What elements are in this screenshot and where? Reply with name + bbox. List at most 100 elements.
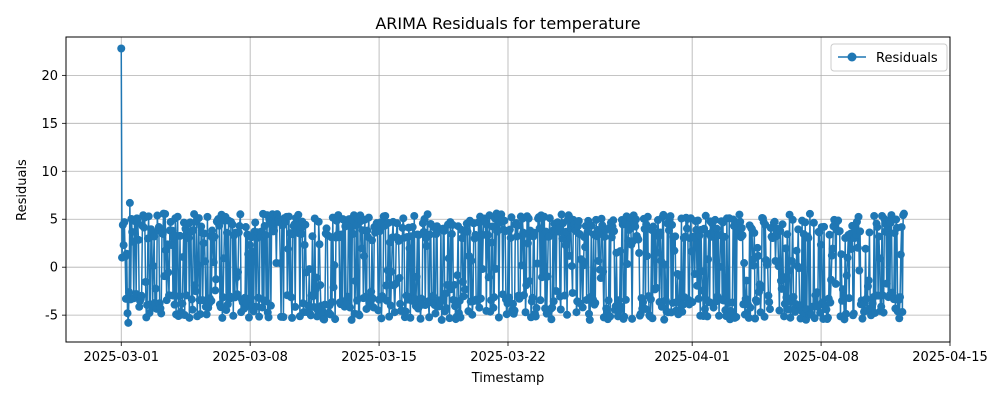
data-point — [668, 221, 676, 229]
y-tick-label: 0 — [50, 261, 58, 276]
data-point — [561, 292, 569, 300]
data-point — [120, 218, 128, 226]
data-point — [195, 214, 203, 222]
data-point — [557, 306, 565, 314]
data-point — [185, 314, 193, 322]
data-point — [229, 312, 237, 320]
data-point — [175, 292, 183, 300]
data-point — [844, 254, 852, 262]
data-point — [396, 300, 404, 308]
x-axis: 2025-03-01 2025-03-08 2025-03-15 2025-03-22… — [83, 342, 987, 365]
data-point — [761, 313, 769, 321]
data-point — [164, 268, 172, 276]
data-point — [267, 302, 275, 310]
data-point — [450, 281, 458, 289]
data-point — [301, 221, 309, 229]
data-point — [801, 218, 809, 226]
data-point — [152, 285, 160, 293]
data-point — [779, 273, 787, 281]
data-point — [387, 302, 395, 310]
data-point — [678, 308, 686, 316]
data-point — [438, 316, 446, 324]
data-point — [828, 252, 836, 260]
data-point — [632, 215, 640, 223]
y-tick-label: 10 — [41, 165, 58, 180]
data-point — [149, 262, 157, 270]
data-point — [431, 309, 439, 317]
data-point — [778, 285, 786, 293]
data-point — [628, 315, 636, 323]
data-point — [464, 228, 472, 236]
data-point — [308, 232, 316, 240]
data-point — [634, 236, 642, 244]
data-point — [126, 199, 134, 207]
data-point — [716, 263, 724, 271]
data-point — [382, 282, 390, 290]
data-point — [820, 223, 828, 231]
data-point — [609, 216, 617, 224]
data-point — [536, 296, 544, 304]
data-point — [543, 273, 551, 281]
data-point — [395, 274, 403, 282]
data-point — [174, 213, 182, 221]
data-point — [176, 232, 184, 240]
data-point — [653, 248, 661, 256]
data-point — [287, 293, 295, 301]
data-point — [826, 299, 834, 307]
data-point — [525, 214, 533, 222]
data-point — [234, 268, 242, 276]
data-point — [670, 247, 678, 255]
data-point — [367, 288, 375, 296]
data-point — [518, 261, 526, 269]
data-point — [569, 289, 577, 297]
data-point — [207, 297, 215, 305]
data-point — [460, 292, 468, 300]
data-point — [138, 292, 146, 300]
data-point — [368, 236, 376, 244]
data-point — [284, 245, 292, 253]
data-point — [399, 214, 407, 222]
data-point — [766, 305, 774, 313]
data-point — [495, 313, 503, 321]
x-tick-label: 2025-03-22 — [470, 350, 546, 365]
data-point — [580, 261, 588, 269]
data-point — [575, 217, 583, 225]
data-point — [813, 288, 821, 296]
data-point — [843, 271, 851, 279]
data-point — [753, 244, 761, 252]
legend-marker — [848, 53, 857, 62]
data-point — [898, 223, 906, 231]
y-axis-label: Residuals — [15, 159, 30, 221]
data-point — [358, 244, 366, 252]
data-point — [457, 313, 465, 321]
data-point — [782, 244, 790, 252]
data-point — [643, 252, 651, 260]
data-point — [873, 223, 881, 231]
data-point — [883, 280, 891, 288]
data-point — [721, 233, 729, 241]
data-point — [261, 231, 269, 239]
data-point — [328, 298, 336, 306]
data-point — [157, 309, 165, 317]
data-point — [826, 231, 834, 239]
data-point — [834, 217, 842, 225]
data-point — [294, 211, 302, 219]
data-point — [279, 313, 287, 321]
data-point — [858, 315, 866, 323]
data-point — [703, 312, 711, 320]
data-point — [581, 243, 589, 251]
data-point — [533, 304, 541, 312]
data-point — [179, 253, 187, 261]
data-point — [660, 316, 668, 324]
data-point — [610, 227, 618, 235]
x-tick-label: 2025-04-15 — [912, 350, 988, 365]
data-point — [467, 257, 475, 265]
x-tick-label: 2025-03-08 — [212, 350, 288, 365]
y-tick-label: 20 — [41, 69, 58, 84]
data-point — [656, 229, 664, 237]
data-point — [750, 229, 758, 237]
data-point — [620, 313, 628, 321]
data-point — [402, 307, 410, 315]
data-point — [475, 304, 483, 312]
data-point — [409, 223, 417, 231]
